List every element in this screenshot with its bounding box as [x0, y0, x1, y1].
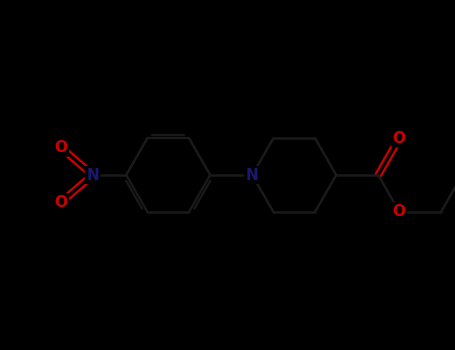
Text: O: O: [393, 204, 406, 219]
Text: O: O: [55, 140, 68, 155]
Text: N: N: [86, 168, 99, 182]
Text: N: N: [246, 168, 258, 182]
Text: O: O: [55, 195, 68, 210]
Text: O: O: [393, 131, 406, 146]
